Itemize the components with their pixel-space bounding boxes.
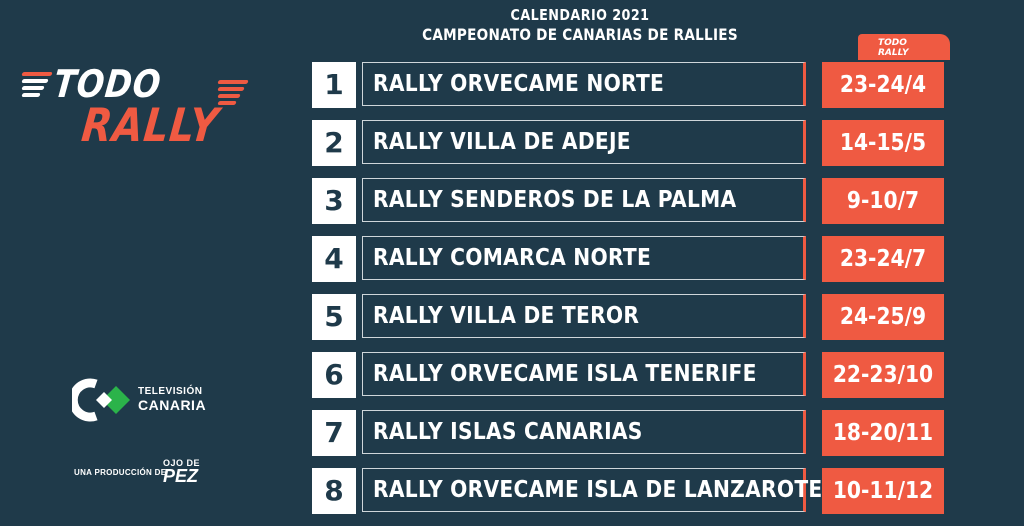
rally-name-cell: RALLY ORVECAME NORTE (362, 62, 806, 106)
rally-date-cell: 23-24/7 (822, 236, 944, 282)
rally-name: RALLY COMARCA NORTE (373, 245, 652, 271)
round-number: 5 (312, 294, 356, 340)
rally-name-cell: RALLY VILLA DE ADEJE (362, 120, 806, 164)
rally-date-cell: 18-20/11 (822, 410, 944, 456)
television-canaria-logo: TELEVISIÓN CANARIA (72, 378, 232, 428)
production-label: UNA PRODUCCIÓN DE (74, 468, 167, 477)
rally-name-cell: RALLY COMARCA NORTE (362, 236, 806, 280)
logo-rally-text: RALLY (79, 98, 222, 152)
logo-stripes-right (217, 80, 249, 108)
rally-date: 18-20/11 (832, 420, 934, 446)
list-item: 3 RALLY SENDEROS DE LA PALMA 9-10/7 (312, 178, 944, 224)
round-number: 3 (312, 178, 356, 224)
list-item: 6 RALLY ORVECAME ISLA TENERIFE 22-23/10 (312, 352, 944, 398)
rally-name: RALLY VILLA DE TEROR (373, 303, 640, 329)
round-number: 7 (312, 410, 356, 456)
list-item: 8 RALLY ORVECAME ISLA DE LANZAROTE 10-11… (312, 468, 944, 514)
rally-date-cell: 14-15/5 (822, 120, 944, 166)
rally-date-cell: 23-24/4 (822, 62, 944, 108)
rally-name-cell: RALLY ORVECAME ISLA DE LANZAROTE (362, 468, 822, 512)
tvc-mark-icon (72, 378, 130, 422)
todo-rally-logo: TODO RALLY (20, 62, 260, 152)
round-number: 2 (312, 120, 356, 166)
tag-todo-text: TODO (878, 38, 907, 48)
rally-date: 10-11/12 (832, 478, 934, 504)
rally-name-cell: RALLY SENDEROS DE LA PALMA (362, 178, 806, 222)
calendar-header: CALENDARIO 2021 CAMPEONATO DE CANARIAS D… (340, 6, 820, 44)
championship-title: CAMPEONATO DE CANARIAS DE RALLIES (422, 25, 738, 44)
rally-date-cell: 22-23/10 (822, 352, 944, 398)
list-item: 2 RALLY VILLA DE ADEJE 14-15/5 (312, 120, 944, 166)
rally-date-cell: 9-10/7 (822, 178, 944, 224)
rally-name-cell: RALLY VILLA DE TEROR (362, 294, 806, 338)
rally-date: 9-10/7 (846, 188, 920, 214)
round-number: 6 (312, 352, 356, 398)
rally-calendar-list: 1 RALLY ORVECAME NORTE 23-24/4 2 RALLY V… (312, 62, 944, 526)
rally-date-cell: 24-25/9 (822, 294, 944, 340)
ojo-de-text: OJO DE (163, 458, 201, 468)
round-number: 1 (312, 62, 356, 108)
rally-date: 14-15/5 (839, 130, 927, 156)
rally-name: RALLY ORVECAME ISLA TENERIFE (373, 361, 757, 387)
list-item: 4 RALLY COMARCA NORTE 23-24/7 (312, 236, 944, 282)
round-number: 8 (312, 468, 356, 514)
todo-rally-tag: TODO RALLY (858, 34, 950, 60)
tvc-line1: TELEVISIÓN (138, 386, 203, 397)
rally-name: RALLY ISLAS CANARIAS (373, 419, 643, 445)
calendar-title: CALENDARIO 2021 (510, 6, 650, 24)
rally-name: RALLY VILLA DE ADEJE (373, 129, 631, 155)
rally-date-cell: 10-11/12 (822, 468, 944, 514)
list-item: 5 RALLY VILLA DE TEROR 24-25/9 (312, 294, 944, 340)
rally-name: RALLY SENDEROS DE LA PALMA (373, 187, 737, 213)
rally-name-cell: RALLY ISLAS CANARIAS (362, 410, 806, 454)
rally-date: 23-24/4 (839, 72, 927, 98)
rally-name: RALLY ORVECAME ISLA DE LANZAROTE (373, 477, 823, 503)
pez-text: PEZ (163, 466, 199, 486)
round-number: 4 (312, 236, 356, 282)
rally-date: 23-24/7 (839, 246, 927, 272)
rally-date: 22-23/10 (832, 362, 934, 388)
rally-date: 24-25/9 (839, 304, 927, 330)
tvc-line2: CANARIA (138, 397, 207, 413)
ojo-de-pez-logo: OJO DE PEZ (163, 458, 201, 486)
rally-name-cell: RALLY ORVECAME ISLA TENERIFE (362, 352, 806, 396)
tag-rally-text: RALLY (878, 48, 909, 58)
list-item: 7 RALLY ISLAS CANARIAS 18-20/11 (312, 410, 944, 456)
logo-stripes-left (21, 72, 53, 100)
rally-name: RALLY ORVECAME NORTE (373, 71, 665, 97)
list-item: 1 RALLY ORVECAME NORTE 23-24/4 (312, 62, 944, 108)
